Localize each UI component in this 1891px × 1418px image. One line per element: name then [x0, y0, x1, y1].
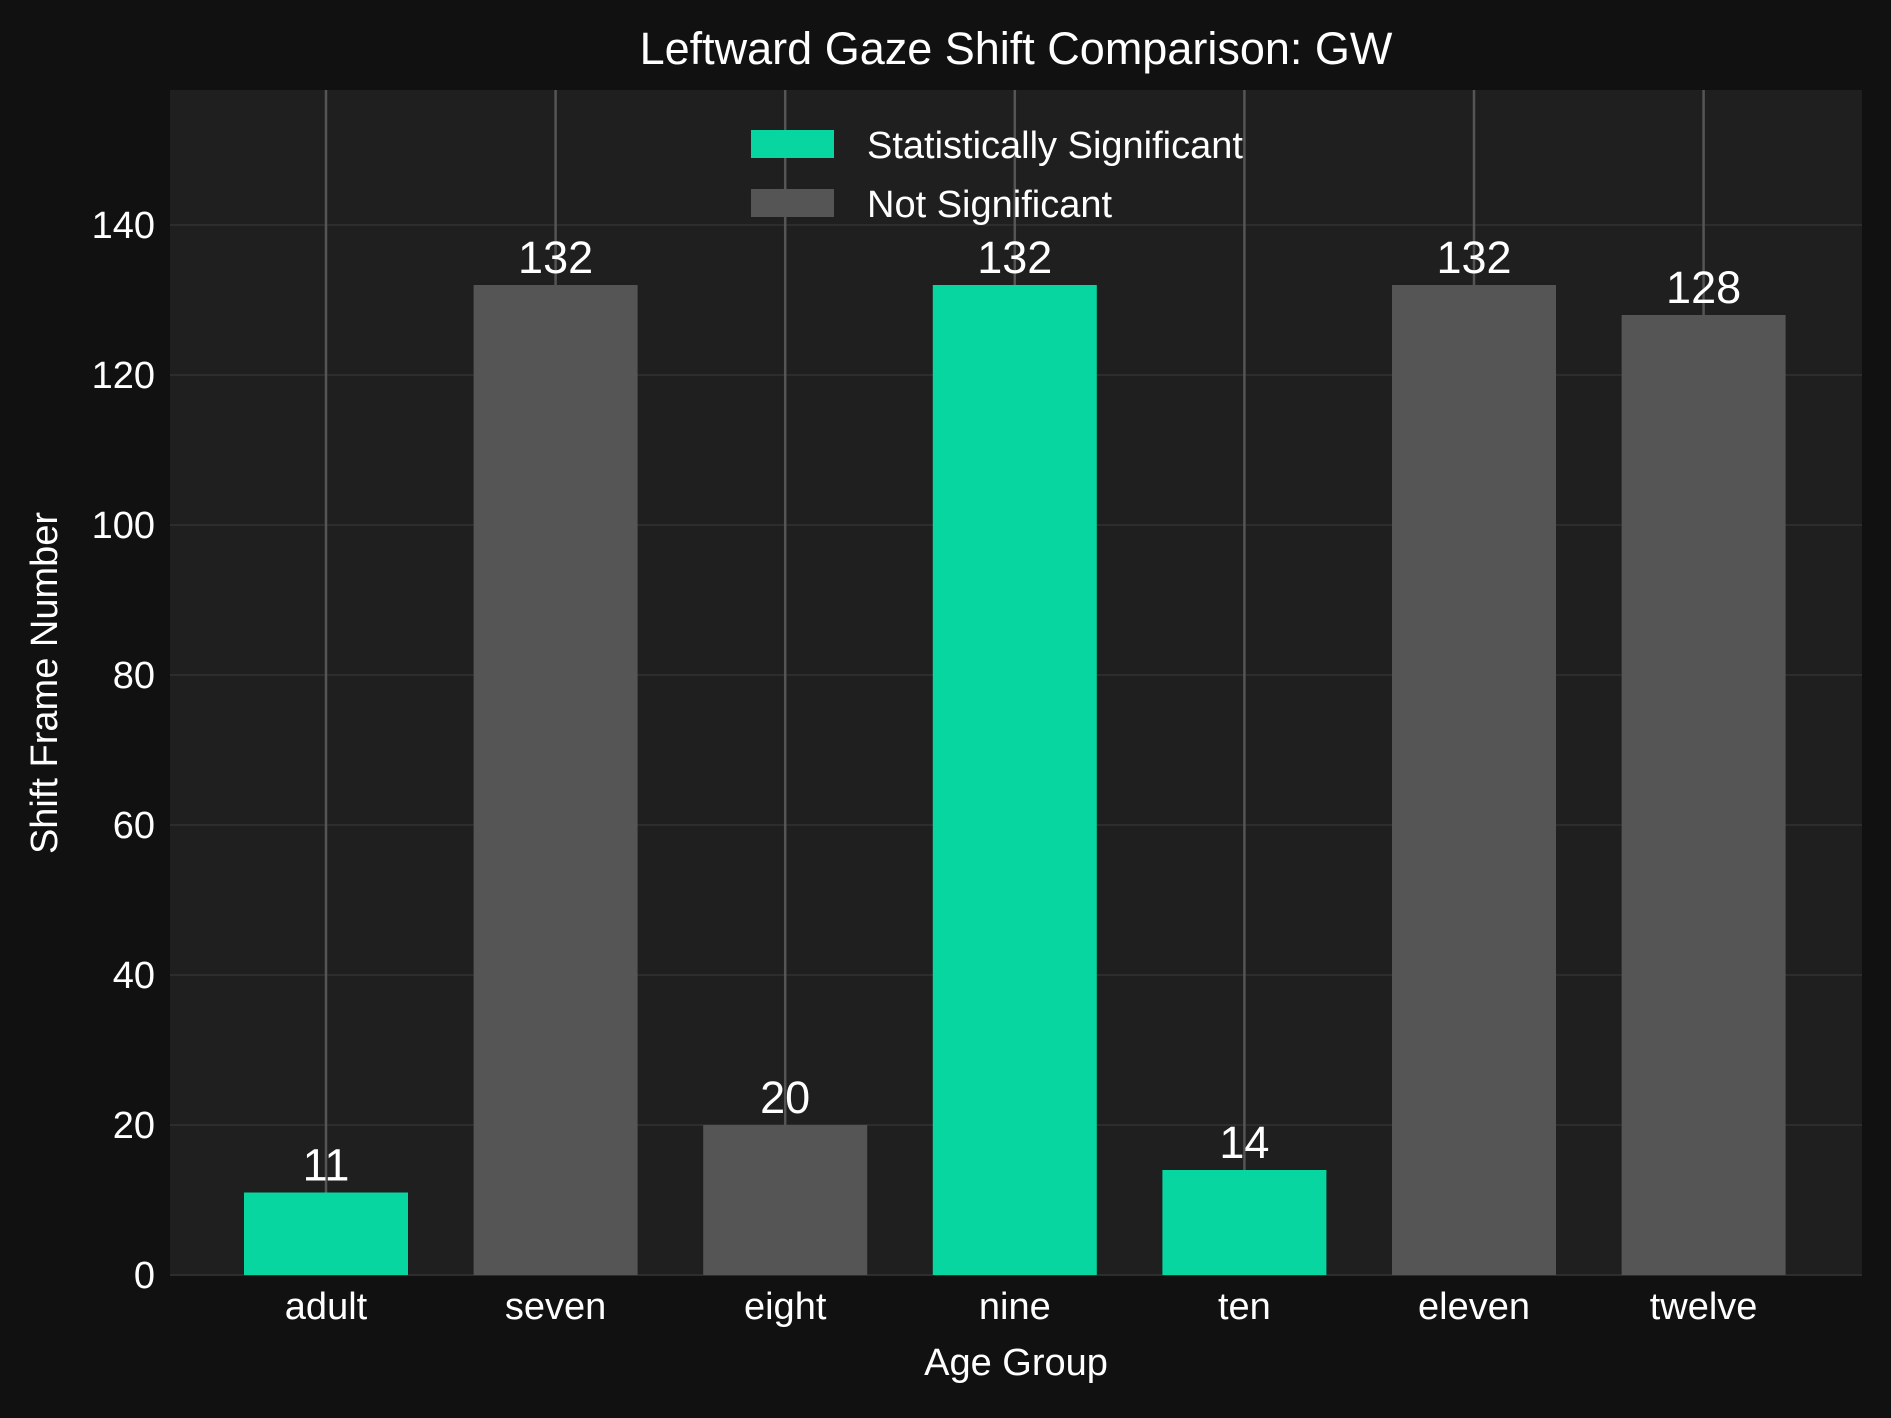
x-tick-label: adult [285, 1286, 368, 1328]
x-tick-label: seven [505, 1286, 606, 1328]
bar-value-label: 14 [1219, 1117, 1269, 1168]
bar-value-label: 20 [760, 1072, 810, 1123]
y-tick-label: 100 [92, 505, 155, 547]
x-axis-label: Age Group [924, 1342, 1108, 1384]
bar-value-labels: 11 132 20 132 14 132 128 [303, 232, 1742, 1191]
legend-label-not-significant: Not Significant [867, 184, 1112, 226]
x-tick-label: twelve [1650, 1286, 1758, 1328]
bar-eleven [1392, 285, 1556, 1275]
x-tick-label: eight [744, 1286, 827, 1328]
y-tick-label: 60 [113, 805, 155, 847]
bar-twelve [1621, 315, 1786, 1275]
bar-nine [932, 285, 1097, 1275]
bar-eight [703, 1125, 868, 1275]
bar-value-label: 128 [1666, 262, 1741, 313]
legend-swatch-not-significant [751, 189, 834, 217]
y-tick-label: 20 [113, 1105, 155, 1147]
legend: Statistically Significant Not Significan… [751, 125, 1243, 226]
chart-title: Leftward Gaze Shift Comparison: GW [640, 23, 1393, 74]
x-axis-ticks: adult seven eight nine ten eleven twelve [285, 1286, 1758, 1328]
bar-adult [244, 1192, 408, 1275]
y-tick-label: 0 [134, 1255, 155, 1297]
y-axis-label: Shift Frame Number [24, 512, 66, 854]
bar-value-label: 11 [303, 1140, 350, 1191]
y-tick-label: 140 [92, 205, 155, 247]
bar-ten [1162, 1170, 1327, 1275]
x-tick-label: ten [1218, 1286, 1271, 1328]
bar-seven [473, 285, 638, 1275]
y-tick-label: 80 [113, 655, 155, 697]
legend-swatch-significant [751, 130, 834, 158]
x-tick-label: eleven [1418, 1286, 1530, 1328]
bar-value-label: 132 [518, 232, 593, 283]
bar-value-label: 132 [1436, 232, 1511, 283]
legend-label-significant: Statistically Significant [867, 125, 1243, 167]
y-tick-label: 120 [92, 355, 155, 397]
y-axis-ticks: 0 20 40 60 80 100 120 140 [92, 205, 155, 1297]
y-tick-label: 40 [113, 955, 155, 997]
x-tick-label: nine [979, 1286, 1051, 1328]
bar-value-label: 132 [977, 232, 1052, 283]
bars [244, 285, 1786, 1275]
